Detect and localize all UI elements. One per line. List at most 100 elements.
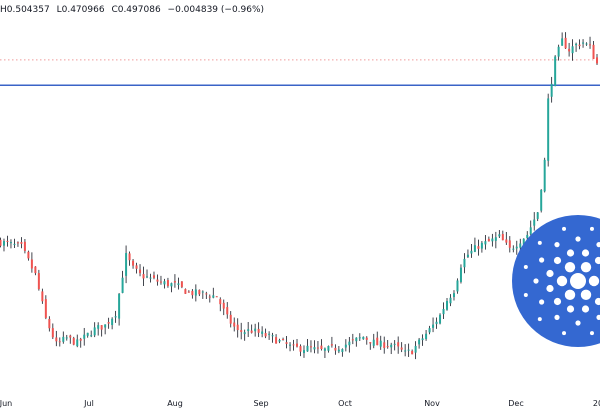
candle-body xyxy=(306,345,309,352)
candle xyxy=(250,324,253,334)
x-tick-label: Jun xyxy=(0,399,12,408)
candle xyxy=(184,288,187,294)
candle xyxy=(156,274,159,286)
candle-body xyxy=(72,338,75,345)
candle xyxy=(233,317,236,332)
candle xyxy=(393,340,396,351)
candle xyxy=(243,329,246,341)
candle xyxy=(159,275,162,285)
candle-body xyxy=(128,253,131,261)
candle-body xyxy=(90,335,93,337)
candle xyxy=(376,331,379,346)
candle xyxy=(463,253,466,274)
candle-body xyxy=(271,335,274,337)
candle-body xyxy=(386,346,389,348)
candle xyxy=(139,264,142,277)
candle xyxy=(372,333,375,349)
candle xyxy=(344,339,347,352)
candle xyxy=(351,333,354,345)
logo-circle xyxy=(512,215,600,347)
candle xyxy=(268,331,271,340)
candle-body xyxy=(526,234,529,239)
candle xyxy=(296,339,299,348)
candle-body xyxy=(243,332,246,335)
candle xyxy=(79,337,82,348)
candle xyxy=(508,236,511,253)
candle xyxy=(236,318,239,338)
candle-body xyxy=(289,344,292,346)
candle xyxy=(44,295,47,320)
candle-body xyxy=(376,337,379,346)
candle xyxy=(9,239,12,249)
logo-dot xyxy=(546,284,554,293)
candle xyxy=(191,289,194,299)
candle-body xyxy=(76,339,79,347)
logo-dot xyxy=(594,297,600,306)
candle-body xyxy=(149,277,152,279)
candle xyxy=(198,289,201,297)
candle-body xyxy=(418,339,421,345)
candle-body xyxy=(261,331,264,334)
logo-dot xyxy=(588,275,600,287)
candle xyxy=(369,342,372,350)
candle xyxy=(480,241,483,253)
candle xyxy=(302,345,305,358)
logo-dot xyxy=(553,297,562,306)
candle xyxy=(240,322,243,340)
candle-body xyxy=(505,239,508,243)
logo-dot xyxy=(581,249,590,257)
candle-body xyxy=(37,273,40,290)
candle-body xyxy=(27,251,30,259)
candle xyxy=(229,311,232,328)
candle xyxy=(397,336,400,354)
candle-body xyxy=(62,336,65,342)
candle xyxy=(543,157,546,193)
candle xyxy=(146,269,149,279)
candle-body xyxy=(55,337,58,342)
candle-body xyxy=(201,291,204,293)
logo-dot xyxy=(570,273,586,289)
candle-body xyxy=(501,233,504,241)
candle-body xyxy=(58,341,61,343)
candle xyxy=(170,282,173,293)
candle xyxy=(589,36,592,49)
candle-body xyxy=(275,337,278,344)
candle-body xyxy=(125,253,128,276)
x-tick-label: Jul xyxy=(83,399,94,408)
candle xyxy=(93,322,96,338)
logo-dot xyxy=(580,261,592,273)
candle-body xyxy=(229,314,232,324)
candle-body xyxy=(250,330,253,333)
candle-body xyxy=(13,243,16,245)
candle-body xyxy=(463,258,466,268)
candle xyxy=(257,322,260,338)
candle xyxy=(132,258,135,269)
candle xyxy=(34,266,37,276)
candle xyxy=(582,39,585,48)
candle-body xyxy=(351,339,354,341)
candle xyxy=(519,238,522,251)
candle xyxy=(547,93,550,167)
candle xyxy=(313,340,316,354)
candle-body xyxy=(48,318,51,329)
candle xyxy=(23,238,26,254)
candle-body xyxy=(302,350,305,354)
low-value: L0.470966 xyxy=(56,5,105,15)
candle-body xyxy=(446,301,449,310)
candle xyxy=(149,273,152,283)
candle xyxy=(20,237,23,249)
candle-body xyxy=(222,302,225,309)
candle-body xyxy=(473,245,476,252)
candle-body xyxy=(390,344,393,348)
logo-dot xyxy=(564,261,576,273)
candle-body xyxy=(330,344,333,346)
candle xyxy=(104,324,107,335)
candle-body xyxy=(466,254,469,258)
candle xyxy=(135,262,138,274)
candle xyxy=(275,334,278,344)
candle-body xyxy=(313,347,316,350)
candle xyxy=(473,237,476,253)
candle-body xyxy=(132,260,135,266)
candle-body xyxy=(30,259,33,269)
